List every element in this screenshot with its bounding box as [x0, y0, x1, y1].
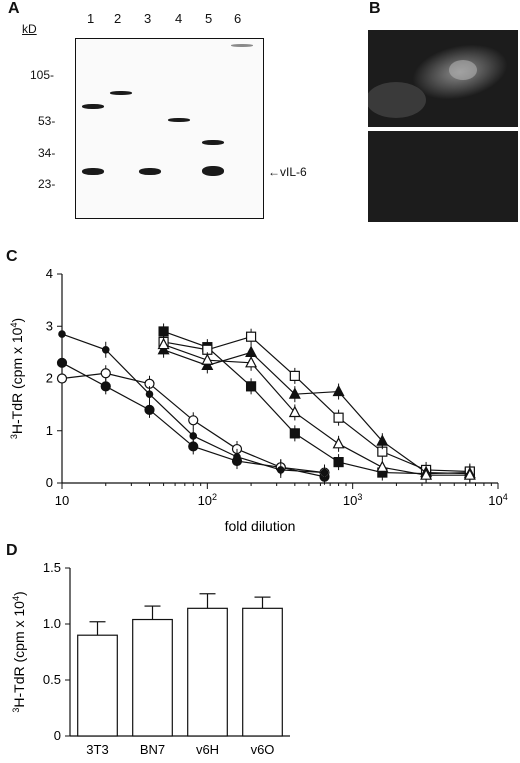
data-point-circle [189, 432, 198, 440]
arrow-left-icon: ← [268, 165, 280, 179]
marker-23: 23- [38, 177, 56, 191]
y-tick-label: 1.5 [43, 560, 61, 575]
data-point-triangle [376, 434, 389, 446]
data-point-circle [100, 368, 111, 379]
y-tick-label: 4 [46, 266, 53, 281]
band-lane1-vil6 [82, 168, 104, 175]
vil6-band-label: ←vIL-6 [268, 165, 307, 179]
band-lane6-faint [231, 44, 253, 47]
x-tick-label: 104 [488, 492, 507, 508]
data-point-circle [144, 404, 155, 415]
data-point-square [245, 381, 257, 392]
lane-label-6: 6 [234, 11, 242, 26]
data-point-triangle [288, 387, 301, 399]
data-point-square [333, 412, 344, 423]
western-blot-membrane [75, 38, 264, 219]
category-label: 3T3 [86, 742, 108, 757]
band-lane2-upper [110, 91, 132, 95]
data-point-triangle [157, 337, 170, 350]
bar-chart: 0 0.5 1.0 1.5 3H-TdR (cpm x 104) 3T3 BN7 v6H v6O [11, 560, 290, 757]
category-label: v6H [196, 742, 219, 757]
data-point-square [289, 370, 300, 381]
data-point-circle [320, 468, 329, 477]
bar [187, 607, 228, 737]
y-tick-label: 0 [46, 475, 53, 490]
panel-c-letter: C [6, 248, 18, 265]
marker-53: 53- [38, 114, 56, 128]
x-tick-label: 102 [198, 492, 217, 508]
y-tick-label: 1.0 [43, 616, 61, 631]
data-point-triangle [332, 384, 345, 397]
x-tick-label: 10 [55, 493, 69, 508]
panel-d-letter: D [6, 542, 18, 559]
data-point-square [289, 428, 300, 439]
x-axis-label: fold dilution [225, 518, 296, 534]
data-point-triangle [245, 356, 258, 368]
y-axis-label: 3H-TdR (cpm x 104) [11, 591, 27, 712]
lane-label-2: 2 [114, 11, 122, 26]
y-tick-label: 0.5 [43, 672, 61, 687]
band-lane4-upper [168, 118, 190, 122]
lane-label-4: 4 [175, 11, 183, 26]
data-point-circle [188, 415, 199, 426]
data-point-triangle [376, 460, 389, 472]
y-tick-label: 0 [54, 728, 61, 743]
category-label: v6O [251, 742, 275, 757]
kd-label: kD [22, 22, 37, 36]
band-lane1-upper [82, 104, 104, 109]
x-tick-label: 103 [343, 492, 362, 508]
category-label: BN7 [140, 742, 165, 757]
data-point-triangle [201, 353, 214, 365]
bar [242, 607, 283, 737]
data-point-triangle [463, 468, 476, 480]
data-point-circle [58, 330, 66, 338]
bar [132, 618, 173, 737]
data-point-triangle [288, 405, 301, 418]
panel-a-letter: A [8, 0, 20, 17]
data-point-circle [56, 357, 68, 368]
data-point-triangle [332, 437, 345, 449]
micrograph-stained [366, 30, 518, 127]
lane-label-5: 5 [205, 11, 213, 26]
data-point-circle [276, 466, 285, 474]
dilution-plot-area: 0 1 2 3 4 10 102 103 104 fold dilution 3H-TdR (cpm… [9, 266, 508, 534]
band-lane5-mid [202, 140, 224, 145]
panel-b-letter: B [369, 0, 381, 17]
y-tick-label: 3 [46, 318, 53, 333]
lane-label-1: 1 [87, 11, 95, 26]
micrograph-stained-image [366, 44, 508, 118]
data-point-circle [233, 453, 241, 461]
series-line [163, 343, 470, 476]
data-point-circle [145, 390, 154, 398]
data-point-circle [56, 373, 68, 384]
data-point-circle [101, 345, 110, 354]
y-tick-label: 1 [46, 423, 53, 438]
dilution-chart: 0 1 2 3 4 10 102 103 104 fold dilution 3H-TdR (cpm… [9, 266, 508, 534]
lane-label-3: 3 [144, 11, 152, 26]
marker-105: 105- [30, 68, 55, 82]
micrograph-control [368, 131, 518, 222]
marker-34: 34- [38, 146, 56, 160]
data-point-circle [100, 381, 111, 392]
series-line [163, 349, 470, 475]
y-axis-label: 3H-TdR (cpm x 104) [9, 318, 25, 439]
y-tick-label: 2 [46, 371, 53, 386]
data-point-square [245, 331, 257, 342]
data-point-triangle [420, 468, 433, 480]
data-point-square [333, 457, 344, 468]
band-lane5-vil6 [202, 166, 224, 176]
vil6-label-text: vIL-6 [280, 165, 307, 179]
band-lane3-vil6 [139, 168, 161, 175]
bar [77, 634, 118, 737]
bar-plot-area: 0 0.5 1.0 1.5 3H-TdR (cpm x 104) 3T3 BN7 v6H v6O [11, 560, 290, 757]
